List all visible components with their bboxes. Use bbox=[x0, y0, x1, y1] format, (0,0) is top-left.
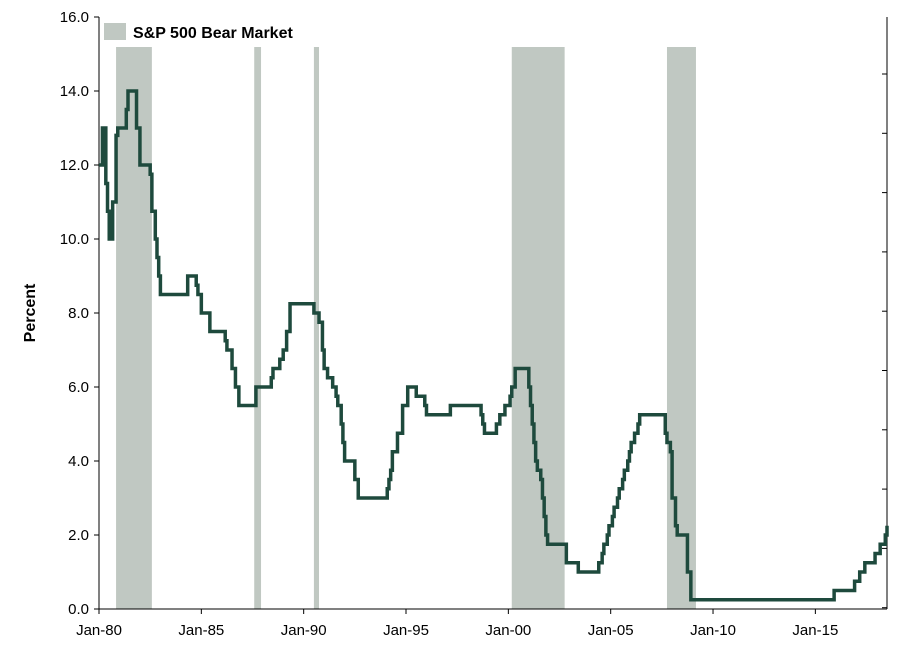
rate-line bbox=[99, 89, 889, 602]
bear-market-band-1 bbox=[116, 47, 152, 609]
rate-series bbox=[99, 89, 889, 602]
legend-label: S&P 500 Bear Market bbox=[133, 25, 293, 42]
legend: S&P 500 Bear Market bbox=[104, 23, 293, 42]
chart-axes bbox=[98, 17, 888, 610]
legend-swatch bbox=[104, 23, 126, 40]
y-axis-tick-labels: 0.0 2.0 4.0 6.0 8.0 10.0 12.0 14.0 16.0 bbox=[60, 9, 99, 618]
y-tick-label: 2.0 bbox=[68, 527, 89, 544]
x-tick-label: Jan-15 bbox=[792, 622, 838, 639]
x-tick-label: Jan-90 bbox=[281, 622, 327, 639]
right-axis-ticks bbox=[882, 73, 887, 609]
x-axis-tick-labels: Jan-80 Jan-85 Jan-90 Jan-95 Jan-00 Jan-05 Jan-… bbox=[76, 609, 838, 639]
x-tick-label: Jan-95 bbox=[383, 622, 429, 639]
y-tick-label: 12.0 bbox=[60, 157, 89, 174]
y-tick-label: 14.0 bbox=[60, 83, 89, 100]
y-tick-label: 16.0 bbox=[60, 9, 89, 26]
x-tick-label: Jan-05 bbox=[588, 622, 634, 639]
bear-market-band-2 bbox=[254, 47, 262, 609]
x-tick-label: Jan-00 bbox=[485, 622, 531, 639]
y-axis-label: Percent bbox=[22, 283, 39, 342]
y-tick-label: 8.0 bbox=[68, 305, 89, 322]
bear-market-shading bbox=[116, 47, 696, 609]
x-tick-label: Jan-10 bbox=[690, 622, 736, 639]
x-tick-label: Jan-80 bbox=[76, 622, 122, 639]
bear-market-band-3 bbox=[313, 47, 320, 609]
y-tick-label: 4.0 bbox=[68, 453, 89, 470]
bear-market-band-4 bbox=[511, 47, 565, 609]
y-tick-label: 6.0 bbox=[68, 379, 89, 396]
bear-market-band-5 bbox=[666, 47, 696, 609]
y-tick-label: 10.0 bbox=[60, 231, 89, 248]
y-tick-label: 0.0 bbox=[68, 601, 89, 618]
x-tick-label: Jan-85 bbox=[178, 622, 224, 639]
